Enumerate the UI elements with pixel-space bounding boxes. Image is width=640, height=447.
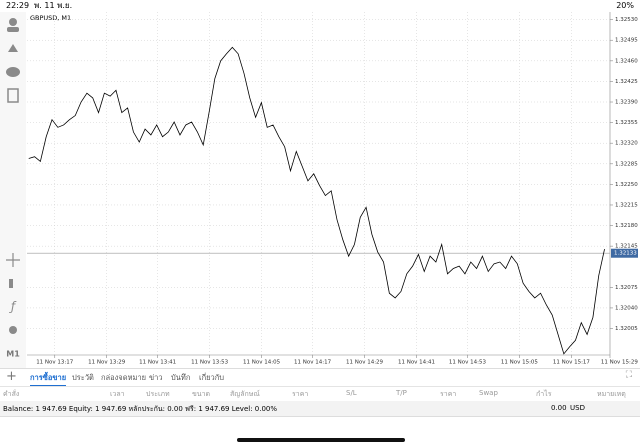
y-tick-label: 1.32145 [615,244,638,250]
x-tick-label: 11 Nov 14:17 [294,360,332,366]
y-tick-label: 1.32390 [615,100,638,106]
column-header: ราคา [292,390,309,398]
column-header: Swap [479,389,498,397]
objects-icon[interactable] [9,326,17,334]
x-tick-label: 11 Nov 14:05 [243,360,281,366]
y-tick-label: 1.32180 [615,223,638,229]
add-button[interactable]: + [6,369,17,384]
chart-title: GBPUSD, M1 [30,14,71,22]
date: พ. 11 พ.ย. [34,1,73,10]
x-tick-label: 11 Nov 13:29 [88,360,126,366]
current-price-box [611,248,638,258]
y-tick-label: 1.32075 [615,285,638,291]
y-tick-label: 1.32530 [615,17,638,23]
y-tick-label: 1.32250 [615,182,638,188]
column-header: S/L [346,389,357,397]
column-header: สัญลักษณ์ [230,390,260,398]
clock: 22:29 [6,1,30,10]
current-price-label: 1.32133 [614,251,637,257]
chart: ƒ M1 GBPUSD, M1 1.32530 1.32495 1.32460 1.3… [0,12,639,368]
x-tick-label: 11 Nov 14:41 [398,360,435,366]
tab-bar: + ⛶ การซื้อขาย ประวัติ กล่องจดหมาย ข่าว บันท… [0,368,640,387]
column-header: หมายเหตุ [597,390,626,398]
table-header: คำสั่ง เวลา ประเภท ขนาด สัญลักษณ์ ราคา S/L T/P ร… [0,386,640,402]
crosshair-icon[interactable] [6,253,20,267]
y-tick-label: 1.32320 [615,141,638,147]
column-header: เวลา [110,390,125,398]
y-tick-label: 1.32355 [615,120,638,126]
battery: 20% [616,1,634,10]
indicator-icon[interactable]: ƒ [9,300,17,314]
tab[interactable]: กล่องจดหมาย [101,373,147,382]
column-header: กำไร [536,390,552,398]
account-icon[interactable] [9,18,17,26]
toolbar-icons: ƒ [6,18,20,334]
column-header: ประเภท [146,390,170,398]
chat-icon[interactable] [6,67,20,77]
column-header: ขนาด [192,390,211,398]
profit-total: 0.00 [551,404,567,412]
home-indicator [237,438,405,442]
x-tick-label: 11 Nov 13:17 [36,360,74,366]
column-header: คำสั่ง [3,390,20,398]
tab[interactable]: เกี่ยวกับ [199,373,225,382]
x-tick-label: 11 Nov 15:05 [501,360,539,366]
y-tick-label: 1.32460 [615,58,638,64]
currency: USD [570,404,585,412]
column-header: T/P [396,389,407,397]
x-tick-label: 11 Nov 15:17 [553,360,591,366]
column-header: ราคา [440,390,457,398]
y-tick-label: 1.32005 [615,326,638,332]
x-tick-label: 11 Nov 14:29 [346,360,384,366]
toolbar [0,12,26,368]
price-line [28,46,605,355]
tab[interactable]: การซื้อขาย [30,372,67,387]
account-summary: Balance: 1 947.69 Equity: 1 947.69 หลักป… [3,405,278,413]
tab[interactable]: ประวัติ [72,373,94,382]
doc-icon[interactable] [7,88,19,103]
x-tick-label: 11 Nov 13:41 [139,360,176,366]
timeframe[interactable]: M1 [6,350,20,359]
trade-icon[interactable] [8,44,18,52]
y-tick-label: 1.32040 [615,305,638,311]
candles-icon[interactable] [9,279,13,288]
y-tick-label: 1.32425 [615,79,638,85]
y-tick-label: 1.32495 [615,38,638,44]
x-tick-label: 11 Nov 14:53 [449,360,487,366]
tab[interactable]: บันทึก [171,373,191,382]
expand-button[interactable]: ⛶ [625,370,632,380]
y-tick-label: 1.32215 [615,202,638,208]
y-tick-label: 1.32285 [615,161,638,167]
x-tick-label: 11 Nov 13:53 [191,360,229,366]
x-tick-label: 11 Nov 15:29 [601,360,639,366]
account-footer: Balance: 1 947.69 Equity: 1 947.69 หลักป… [0,401,640,417]
tab[interactable]: ข่าว [149,373,163,382]
